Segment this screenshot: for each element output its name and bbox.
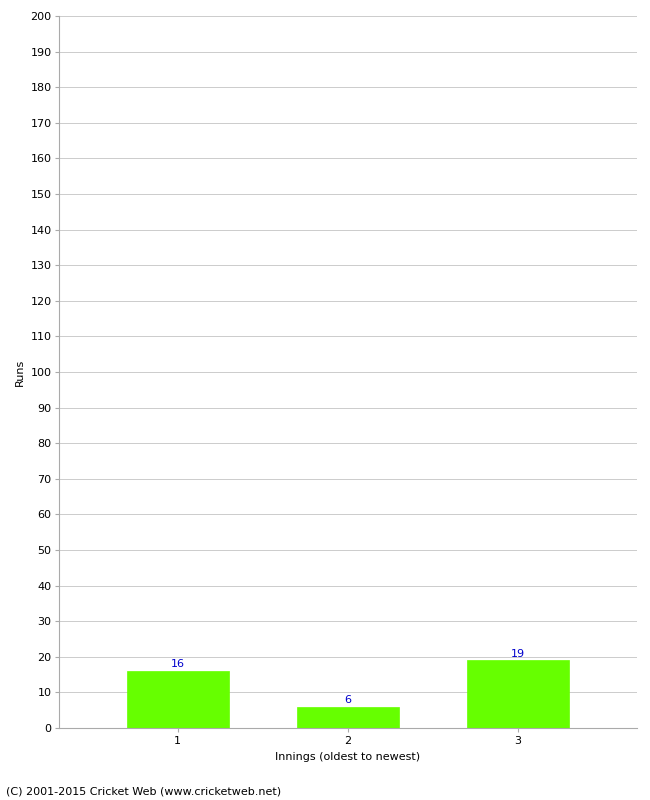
Text: 19: 19 [511,649,525,658]
Text: (C) 2001-2015 Cricket Web (www.cricketweb.net): (C) 2001-2015 Cricket Web (www.cricketwe… [6,786,281,796]
X-axis label: Innings (oldest to newest): Innings (oldest to newest) [275,752,421,762]
Text: 16: 16 [170,659,185,670]
Bar [127,671,229,728]
Y-axis label: Runs: Runs [15,358,25,386]
Text: 6: 6 [344,695,351,705]
Bar [467,660,569,728]
Bar [296,706,399,728]
